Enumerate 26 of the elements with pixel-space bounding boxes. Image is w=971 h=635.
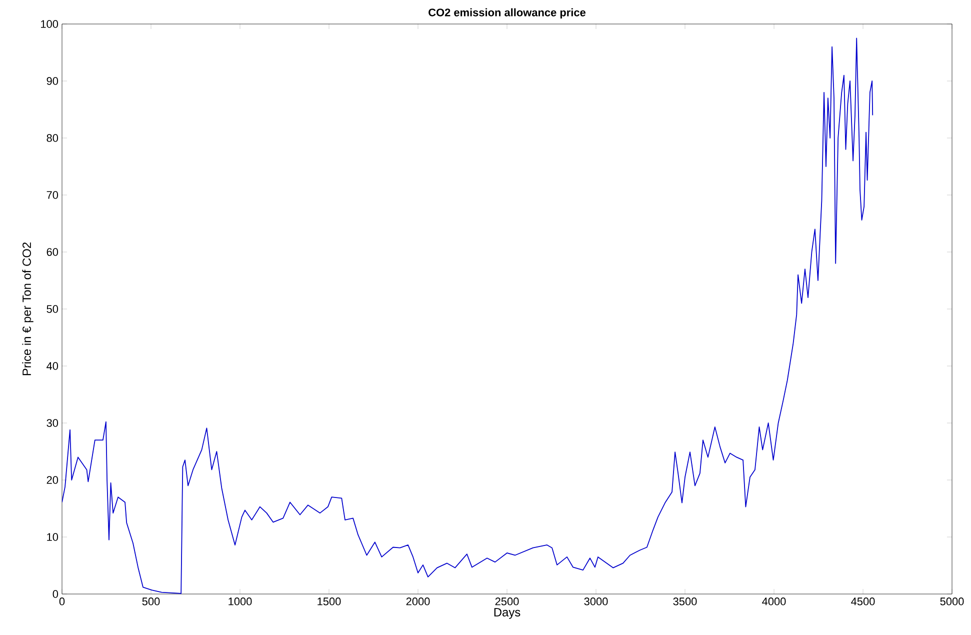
y-tick-label: 40 — [46, 362, 58, 370]
y-tick-label: 100 — [41, 20, 58, 28]
y-axis-title: Price in € per Ton of CO2 — [22, 242, 34, 376]
x-tick-label: 4000 — [762, 598, 786, 606]
y-tick-label: 20 — [46, 476, 58, 484]
y-tick-label: 60 — [46, 248, 58, 256]
x-tick-label: 3500 — [673, 598, 697, 606]
y-tick-label: 80 — [46, 134, 58, 142]
x-tick-label: 3000 — [584, 598, 608, 606]
y-tick-label: 0 — [52, 590, 58, 598]
line-series — [62, 38, 874, 594]
x-tick-label: 1000 — [228, 598, 252, 606]
x-tick-label: 5000 — [940, 598, 964, 606]
x-tick-label: 4500 — [851, 598, 875, 606]
x-tick-label: 2000 — [406, 598, 430, 606]
y-tick-label: 50 — [46, 305, 58, 313]
x-tick-label: 1500 — [318, 598, 341, 606]
chart-title: CO2 emission allowance price — [428, 8, 586, 18]
x-tick-label: 500 — [142, 598, 160, 606]
y-tick-label: 30 — [46, 419, 58, 427]
x-axis-title: Days — [494, 608, 520, 619]
y-tick-label: 70 — [46, 191, 58, 199]
x-tick-label: 0 — [59, 598, 65, 606]
y-tick-label: 10 — [47, 533, 58, 541]
x-tick-label: 2500 — [495, 598, 519, 606]
y-tick-label: 90 — [46, 77, 58, 85]
